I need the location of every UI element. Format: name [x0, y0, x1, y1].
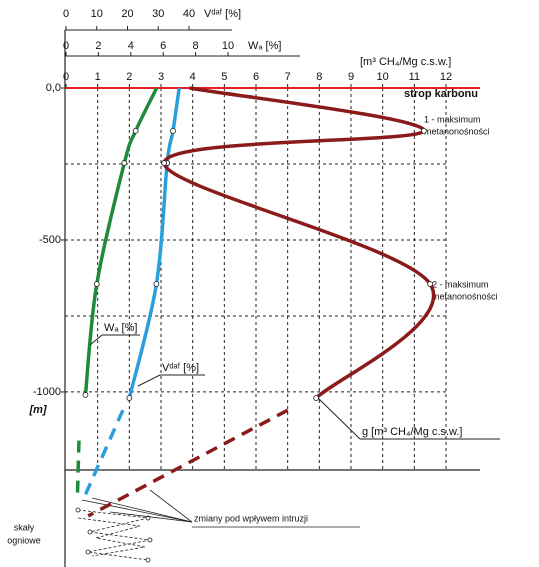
- rock-point: [86, 550, 90, 554]
- x-tick-label: 0: [63, 40, 69, 52]
- series-label: g [m³ CH₄/Mg c.s.w.]: [362, 426, 462, 438]
- rock-point: [76, 508, 80, 512]
- data-point: [127, 396, 132, 401]
- series-line: [164, 88, 433, 398]
- annotation: skały: [14, 522, 35, 532]
- x-tick-label: 10: [91, 8, 103, 20]
- data-point: [122, 161, 127, 166]
- annotation: zmiany pod wpływem intruzji: [194, 513, 308, 523]
- annotation: metanonośności: [432, 291, 498, 301]
- rock-point: [88, 530, 92, 534]
- x-tick-label: 8: [316, 71, 322, 83]
- y-tick-label: -500: [39, 234, 61, 246]
- roof-label: strop karbonu: [404, 88, 478, 100]
- series-extrapolation: [77, 441, 79, 500]
- x-tick-label: 10: [222, 40, 234, 52]
- y-title: [m]: [28, 404, 46, 416]
- annotation: ogniowe: [7, 535, 41, 545]
- series-label: Wₐ [%]: [104, 322, 137, 334]
- x-tick-label: 20: [121, 8, 133, 20]
- x-tick-label: 2: [126, 71, 132, 83]
- data-point: [83, 392, 88, 397]
- x-axis-title: [m³ CH₄/Mg c.s.w.]: [360, 56, 451, 68]
- x-tick-label: 8: [193, 40, 199, 52]
- data-point: [94, 282, 99, 287]
- x-tick-label: 4: [128, 40, 134, 52]
- data-point: [154, 282, 159, 287]
- series-line: [129, 88, 179, 398]
- chart: zmiany pod wpływem intruzji skały ogniow…: [0, 0, 539, 567]
- x-tick-label: 6: [160, 40, 166, 52]
- x-tick-label: 12: [440, 71, 452, 83]
- x-tick-label: 6: [253, 71, 259, 83]
- data-point: [162, 161, 167, 166]
- x-tick-label: 0: [63, 71, 69, 83]
- leader-line: [92, 498, 192, 522]
- series-extrapolation: [88, 410, 288, 516]
- x-tick-label: 9: [348, 71, 354, 83]
- series-label: Vᵈᵃᶠ [%]: [162, 362, 199, 374]
- x-tick-label: 30: [152, 8, 164, 20]
- series-line: [85, 88, 156, 395]
- x-tick-label: 4: [190, 71, 196, 83]
- rock-point: [146, 558, 150, 562]
- x-axis-title: Vᵈᵃᶠ [%]: [204, 8, 241, 20]
- data-point: [171, 128, 176, 133]
- x-axis-title: Wₐ [%]: [248, 40, 281, 52]
- x-tick-label: 0: [63, 8, 69, 20]
- rock-point: [148, 538, 152, 542]
- label-leader: [138, 375, 160, 386]
- data-point: [428, 282, 433, 287]
- x-tick-label: 5: [221, 71, 227, 83]
- y-tick-label: -1000: [33, 386, 61, 398]
- data-point: [314, 396, 319, 401]
- annotation: 2 - maksimum: [432, 279, 489, 289]
- x-tick-label: 40: [183, 8, 195, 20]
- label-leader: [318, 398, 360, 439]
- annotation: 1 - maksimum: [424, 114, 481, 124]
- x-tick-label: 10: [377, 71, 389, 83]
- data-point: [421, 128, 426, 133]
- x-tick-label: 1: [95, 71, 101, 83]
- series-extrapolation: [84, 410, 122, 497]
- leader-line: [82, 500, 192, 522]
- y-tick-label: 0,0: [46, 82, 61, 94]
- x-tick-label: 7: [285, 71, 291, 83]
- annotation: metanonośności: [424, 126, 490, 136]
- x-tick-label: 3: [158, 71, 164, 83]
- data-point: [133, 128, 138, 133]
- x-tick-label: 11: [409, 71, 420, 83]
- x-tick-label: 2: [95, 40, 101, 52]
